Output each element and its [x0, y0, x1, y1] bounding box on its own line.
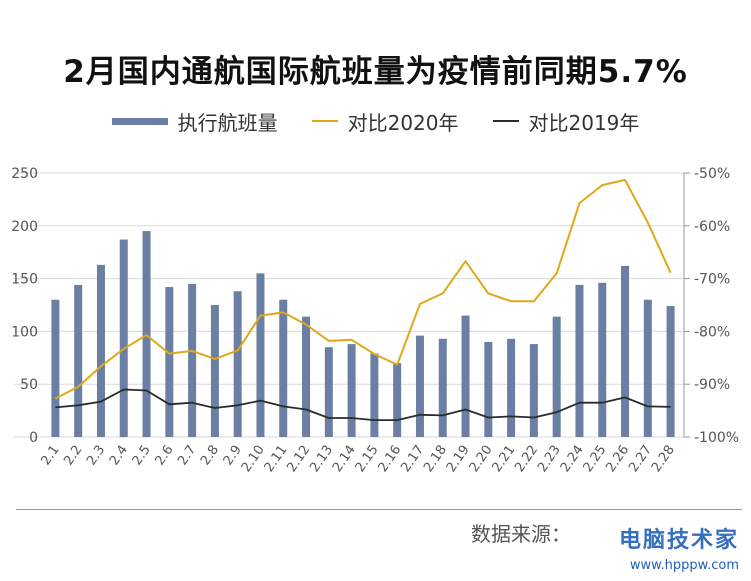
bar — [598, 282, 607, 437]
bar — [461, 315, 470, 437]
bar — [302, 316, 311, 437]
watermark-url: www.hpppw.com — [629, 558, 739, 573]
bar — [621, 265, 630, 437]
x-tick-label: 2.28 — [649, 443, 678, 475]
x-tick-label: 2.18 — [421, 443, 450, 475]
bar — [370, 353, 379, 437]
legend-swatch-bars — [111, 117, 168, 125]
y-left-tick-label: 0 — [29, 430, 38, 446]
x-tick-label: 2.19 — [444, 443, 473, 475]
y-left-tick-label: 100 — [11, 324, 38, 340]
x-tick-label: 2.25 — [581, 443, 610, 475]
y-right-tick-label: -100% — [694, 430, 739, 446]
x-tick-label: 2.16 — [376, 443, 405, 475]
bar — [188, 283, 197, 437]
bar — [529, 344, 538, 437]
x-tick-label: 2.24 — [558, 443, 587, 475]
bar — [233, 291, 242, 437]
bar — [210, 305, 219, 437]
x-tick-label: 2.21 — [489, 443, 518, 475]
y-left-tick-label: 150 — [11, 272, 38, 288]
bar — [484, 341, 493, 437]
bar — [324, 347, 333, 437]
bar — [575, 284, 584, 437]
x-tick-label: 2.14 — [330, 443, 359, 475]
x-tick-label: 2.5 — [130, 443, 154, 469]
x-tick-label: 2.2 — [61, 443, 85, 469]
legend-item-2020: 对比2020年 — [311, 107, 459, 136]
bar — [438, 338, 447, 437]
y-right-tick-label: -80% — [694, 324, 730, 340]
x-tick-label: 2.27 — [626, 443, 655, 475]
x-tick-label: 2.4 — [107, 443, 131, 469]
series-line-2019 — [55, 388, 671, 422]
y-left-tick-label: 250 — [11, 166, 38, 182]
x-tick-label: 2.3 — [84, 443, 108, 469]
watermark: 电脑技术家 www.hpppw.com — [619, 522, 739, 573]
bar — [507, 338, 516, 437]
bar — [96, 264, 105, 437]
bar — [256, 273, 265, 437]
x-tick-label: 2.13 — [307, 443, 336, 475]
bar — [119, 239, 128, 437]
x-tick-label: 2.12 — [284, 443, 313, 475]
legend-swatch-2019 — [492, 120, 519, 122]
footer-divider — [16, 509, 742, 510]
x-tick-label: 2.7 — [175, 443, 199, 469]
y-right-tick-label: -50% — [694, 166, 730, 182]
legend-label-2020: 对比2020年 — [347, 110, 459, 135]
bar — [393, 363, 402, 437]
bar — [51, 299, 60, 437]
x-tick-label: 2.6 — [152, 443, 176, 469]
chart-legend: 执行航班量 对比2020年 对比2019年 — [0, 106, 751, 136]
y-left-tick-label: 50 — [20, 377, 38, 393]
bar — [74, 284, 83, 437]
bar — [347, 344, 356, 437]
y-left-tick-label: 200 — [11, 219, 38, 235]
y-right-tick-label: -70% — [694, 272, 730, 288]
legend-item-2019: 对比2019年 — [492, 107, 640, 136]
x-tick-label: 2.11 — [262, 443, 291, 475]
y-right-tick-label: -90% — [694, 377, 730, 393]
bar — [643, 299, 652, 437]
y-right-tick-label: -60% — [694, 219, 730, 235]
legend-label-2019: 对比2019年 — [528, 110, 640, 135]
bar — [415, 335, 424, 437]
legend-label-bars: 执行航班量 — [177, 110, 278, 135]
x-tick-label: 2.23 — [535, 443, 564, 475]
series-line-2020 — [54, 178, 672, 400]
watermark-brand: 电脑技术家 — [618, 528, 739, 553]
bar — [165, 287, 174, 437]
x-tick-label: 2.22 — [512, 443, 541, 475]
legend-item-bars: 执行航班量 — [111, 107, 278, 136]
x-tick-label: 2.15 — [353, 443, 382, 475]
bar — [552, 316, 561, 437]
bar — [666, 306, 675, 437]
bar — [142, 231, 151, 437]
x-tick-label: 2.8 — [198, 443, 222, 469]
chart-title: 2月国内通航国际航班量为疫情前同期5.7% — [63, 54, 688, 90]
legend-swatch-2020 — [311, 120, 338, 122]
x-tick-label: 2.1 — [39, 443, 63, 469]
bar — [279, 299, 288, 437]
x-tick-label: 2.10 — [239, 443, 268, 475]
x-tick-label: 2.20 — [467, 443, 496, 475]
x-tick-label: 2.26 — [603, 443, 632, 475]
source-label: 数据来源： — [471, 522, 571, 546]
x-tick-label: 2.17 — [398, 443, 427, 475]
